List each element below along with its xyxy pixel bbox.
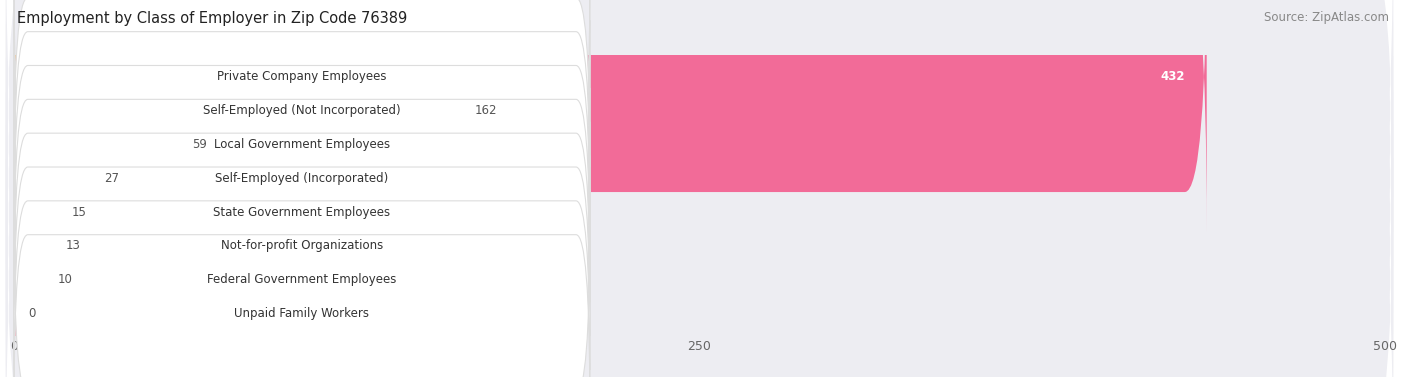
- FancyBboxPatch shape: [14, 122, 591, 302]
- FancyBboxPatch shape: [6, 124, 1393, 377]
- FancyBboxPatch shape: [14, 155, 591, 336]
- Text: Private Company Employees: Private Company Employees: [217, 70, 387, 83]
- FancyBboxPatch shape: [6, 23, 96, 334]
- FancyBboxPatch shape: [6, 23, 1393, 334]
- Text: Employment by Class of Employer in Zip Code 76389: Employment by Class of Employer in Zip C…: [17, 11, 408, 26]
- Text: Source: ZipAtlas.com: Source: ZipAtlas.com: [1264, 11, 1389, 24]
- FancyBboxPatch shape: [14, 88, 591, 268]
- FancyBboxPatch shape: [14, 223, 591, 377]
- Text: Not-for-profit Organizations: Not-for-profit Organizations: [221, 239, 382, 252]
- Text: 432: 432: [1160, 70, 1185, 83]
- Text: Federal Government Employees: Federal Government Employees: [207, 273, 396, 286]
- Text: State Government Employees: State Government Employees: [214, 205, 391, 219]
- FancyBboxPatch shape: [6, 0, 184, 300]
- Text: 162: 162: [475, 104, 498, 117]
- FancyBboxPatch shape: [6, 57, 63, 367]
- Text: 15: 15: [72, 205, 87, 219]
- Text: 10: 10: [58, 273, 73, 286]
- FancyBboxPatch shape: [6, 0, 1206, 232]
- Text: Unpaid Family Workers: Unpaid Family Workers: [235, 307, 370, 320]
- FancyBboxPatch shape: [14, 189, 591, 370]
- Text: Self-Employed (Incorporated): Self-Employed (Incorporated): [215, 172, 388, 185]
- FancyBboxPatch shape: [6, 158, 1393, 377]
- FancyBboxPatch shape: [6, 90, 1393, 377]
- FancyBboxPatch shape: [6, 0, 1393, 232]
- Text: 59: 59: [193, 138, 207, 151]
- FancyBboxPatch shape: [6, 124, 49, 377]
- Text: 0: 0: [28, 307, 35, 320]
- Text: Local Government Employees: Local Government Employees: [214, 138, 389, 151]
- Text: 13: 13: [66, 239, 82, 252]
- FancyBboxPatch shape: [14, 0, 591, 167]
- FancyBboxPatch shape: [6, 0, 1393, 300]
- Text: 27: 27: [104, 172, 120, 185]
- FancyBboxPatch shape: [14, 20, 591, 201]
- FancyBboxPatch shape: [3, 158, 28, 377]
- FancyBboxPatch shape: [6, 0, 467, 266]
- FancyBboxPatch shape: [6, 90, 58, 377]
- Text: Self-Employed (Not Incorporated): Self-Employed (Not Incorporated): [202, 104, 401, 117]
- FancyBboxPatch shape: [6, 57, 1393, 367]
- FancyBboxPatch shape: [14, 54, 591, 235]
- FancyBboxPatch shape: [6, 0, 1393, 266]
